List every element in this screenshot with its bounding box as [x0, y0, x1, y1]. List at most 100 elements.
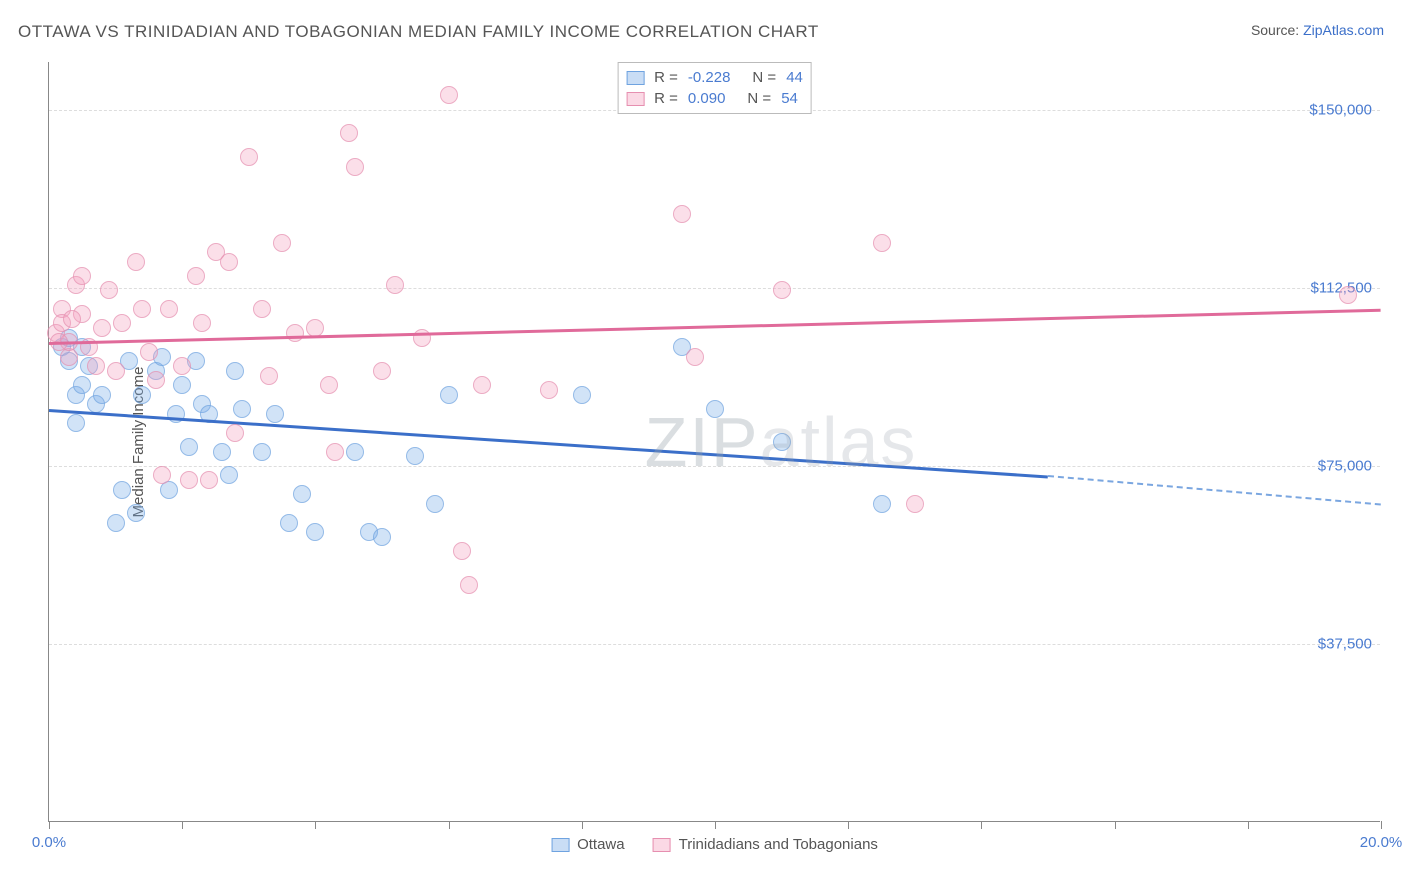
data-point [73, 376, 91, 394]
data-point [453, 542, 471, 560]
data-point [873, 495, 891, 513]
x-tick [1381, 821, 1382, 829]
data-point [906, 495, 924, 513]
data-point [93, 386, 111, 404]
data-point [673, 205, 691, 223]
data-point [326, 443, 344, 461]
data-point [193, 314, 211, 332]
x-tick [315, 821, 316, 829]
trend-line [49, 309, 1381, 345]
data-point [293, 485, 311, 503]
data-point [113, 481, 131, 499]
plot-area: Median Family Income ZIPatlas R =-0.228N… [48, 62, 1380, 822]
data-point [373, 528, 391, 546]
stats-row: R =-0.228N =44 [626, 67, 803, 88]
data-point [147, 371, 165, 389]
data-point [1339, 286, 1357, 304]
legend-swatch [653, 838, 671, 852]
legend-swatch [626, 92, 644, 106]
data-point [220, 253, 238, 271]
chart-title: OTTAWA VS TRINIDADIAN AND TOBAGONIAN MED… [18, 22, 819, 42]
data-point [573, 386, 591, 404]
data-point [107, 514, 125, 532]
x-tick [981, 821, 982, 829]
stat-r-value: 0.090 [688, 90, 726, 107]
data-point [426, 495, 444, 513]
x-tick [49, 821, 50, 829]
data-point [200, 471, 218, 489]
data-point [273, 234, 291, 252]
data-point [187, 267, 205, 285]
data-point [373, 362, 391, 380]
data-point [220, 466, 238, 484]
watermark-bold: ZIP [645, 403, 760, 481]
legend-swatch [626, 71, 644, 85]
data-point [153, 466, 171, 484]
x-tick [1115, 821, 1116, 829]
source-link[interactable]: ZipAtlas.com [1303, 22, 1384, 38]
data-point [140, 343, 158, 361]
data-point [113, 314, 131, 332]
stat-n-label: N = [752, 69, 776, 86]
data-point [73, 267, 91, 285]
data-point [440, 386, 458, 404]
legend-label: Trinidadians and Tobagonians [679, 836, 878, 853]
data-point [67, 414, 85, 432]
data-point [87, 357, 105, 375]
data-point [253, 300, 271, 318]
trend-line-extrapolated [1048, 475, 1381, 505]
x-tick [848, 821, 849, 829]
data-point [686, 348, 704, 366]
data-point [100, 281, 118, 299]
y-tick-label: $75,000 [1318, 457, 1372, 474]
data-point [540, 381, 558, 399]
x-tick-label: 0.0% [32, 834, 66, 851]
x-tick [182, 821, 183, 829]
trend-line [49, 409, 1048, 478]
data-point [93, 319, 111, 337]
gridline [49, 288, 1380, 289]
legend-item: Ottawa [551, 836, 625, 853]
legend-label: Ottawa [577, 836, 625, 853]
data-point [233, 400, 251, 418]
data-point [173, 376, 191, 394]
data-point [773, 281, 791, 299]
source-prefix: Source: [1251, 22, 1303, 38]
data-point [173, 357, 191, 375]
data-point [440, 86, 458, 104]
stat-r-label: R = [654, 69, 678, 86]
data-point [346, 443, 364, 461]
data-point [340, 124, 358, 142]
gridline [49, 466, 1380, 467]
data-point [180, 438, 198, 456]
data-point [180, 471, 198, 489]
data-point [127, 504, 145, 522]
data-point [773, 433, 791, 451]
data-point [133, 386, 151, 404]
x-tick [1248, 821, 1249, 829]
data-point [160, 300, 178, 318]
data-point [253, 443, 271, 461]
stat-n-value: 54 [781, 90, 798, 107]
data-point [406, 447, 424, 465]
data-point [473, 376, 491, 394]
y-tick-label: $150,000 [1309, 101, 1372, 118]
data-point [280, 514, 298, 532]
data-point [873, 234, 891, 252]
data-point [306, 523, 324, 541]
data-point [386, 276, 404, 294]
stat-r-value: -0.228 [688, 69, 731, 86]
data-point [460, 576, 478, 594]
data-point [413, 329, 431, 347]
source-attribution: Source: ZipAtlas.com [1251, 22, 1384, 38]
data-point [240, 148, 258, 166]
stats-row: R =0.090N =54 [626, 88, 803, 109]
legend-item: Trinidadians and Tobagonians [653, 836, 878, 853]
stats-legend: R =-0.228N =44R =0.090N =54 [617, 62, 812, 114]
x-tick [715, 821, 716, 829]
data-point [266, 405, 284, 423]
data-point [260, 367, 278, 385]
x-tick-label: 20.0% [1360, 834, 1403, 851]
data-point [107, 362, 125, 380]
data-point [226, 424, 244, 442]
